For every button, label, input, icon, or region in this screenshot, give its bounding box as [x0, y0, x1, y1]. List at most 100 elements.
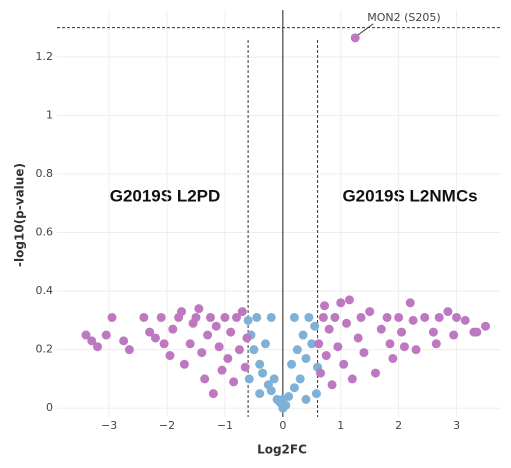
point [365, 307, 375, 317]
point [289, 383, 299, 393]
point [266, 386, 276, 396]
point [240, 362, 250, 372]
y-tick-label: 1 [46, 108, 53, 121]
y-tick-label: 0.2 [36, 343, 54, 356]
point [252, 312, 262, 322]
point [269, 374, 279, 384]
point [266, 312, 276, 322]
point [428, 327, 438, 337]
point [244, 374, 254, 384]
y-tick-label: 1.2 [36, 50, 54, 63]
point [191, 312, 201, 322]
point [87, 336, 97, 346]
point [311, 389, 321, 399]
point [385, 339, 395, 349]
point [298, 330, 308, 340]
point [320, 301, 330, 311]
point [194, 304, 204, 314]
point [145, 327, 155, 337]
point [353, 333, 363, 343]
point [260, 339, 270, 349]
point [321, 351, 331, 361]
point [295, 374, 305, 384]
point [165, 351, 175, 361]
point [278, 394, 288, 404]
x-tick-label: 2 [395, 419, 402, 432]
point [388, 353, 398, 363]
point [243, 315, 253, 325]
x-tick-label: −3 [101, 419, 117, 432]
point [249, 345, 259, 355]
point [310, 321, 320, 331]
point [405, 298, 415, 308]
point [339, 359, 349, 369]
point [350, 33, 360, 43]
point [318, 312, 328, 322]
point [185, 339, 195, 349]
point [356, 312, 366, 322]
point [205, 312, 215, 322]
point [255, 359, 265, 369]
point [411, 345, 421, 355]
point [376, 324, 386, 334]
point [394, 312, 404, 322]
point [93, 342, 103, 352]
x-axis-title: Log2FC [257, 443, 307, 457]
point [449, 330, 459, 340]
point [431, 339, 441, 349]
point [460, 315, 470, 325]
point [301, 394, 311, 404]
y-tick-label: 0 [46, 401, 53, 414]
point [292, 345, 302, 355]
point [203, 330, 213, 340]
point [107, 312, 117, 322]
point [347, 374, 357, 384]
point [156, 312, 166, 322]
point [150, 333, 160, 343]
x-tick-label: 0 [279, 419, 286, 432]
point [119, 336, 129, 346]
point [197, 348, 207, 358]
point [179, 359, 189, 369]
point [159, 339, 169, 349]
point [344, 295, 354, 305]
point [223, 353, 233, 363]
point [481, 321, 491, 331]
point [234, 345, 244, 355]
x-tick-label: −2 [159, 419, 175, 432]
point [226, 327, 236, 337]
point [217, 365, 227, 375]
point [397, 327, 407, 337]
y-tick-label: 0.8 [36, 167, 54, 180]
point [327, 380, 337, 390]
y-tick-label: 0.4 [36, 284, 54, 297]
point [336, 298, 346, 308]
point [101, 330, 111, 340]
point [472, 327, 482, 337]
point [232, 312, 242, 322]
point [382, 312, 392, 322]
point [124, 345, 134, 355]
x-tick-label: 1 [337, 419, 344, 432]
point [177, 307, 187, 317]
point [370, 368, 380, 378]
point [214, 342, 224, 352]
group-label: G2019S L2PD [110, 186, 221, 205]
point [342, 318, 352, 328]
point [420, 312, 430, 322]
annotation-arrow [357, 23, 374, 36]
point [330, 312, 340, 322]
x-tick-label: 3 [453, 419, 460, 432]
point [229, 377, 239, 387]
point [242, 333, 252, 343]
group-label: G2019S L2NMCs [342, 186, 477, 205]
point [289, 312, 299, 322]
point [81, 330, 91, 340]
point [208, 389, 218, 399]
point [258, 368, 268, 378]
y-axis-title: -log10(p-value) [13, 163, 27, 267]
y-tick-label: 0.6 [36, 226, 54, 239]
point [314, 339, 324, 349]
point [434, 312, 444, 322]
